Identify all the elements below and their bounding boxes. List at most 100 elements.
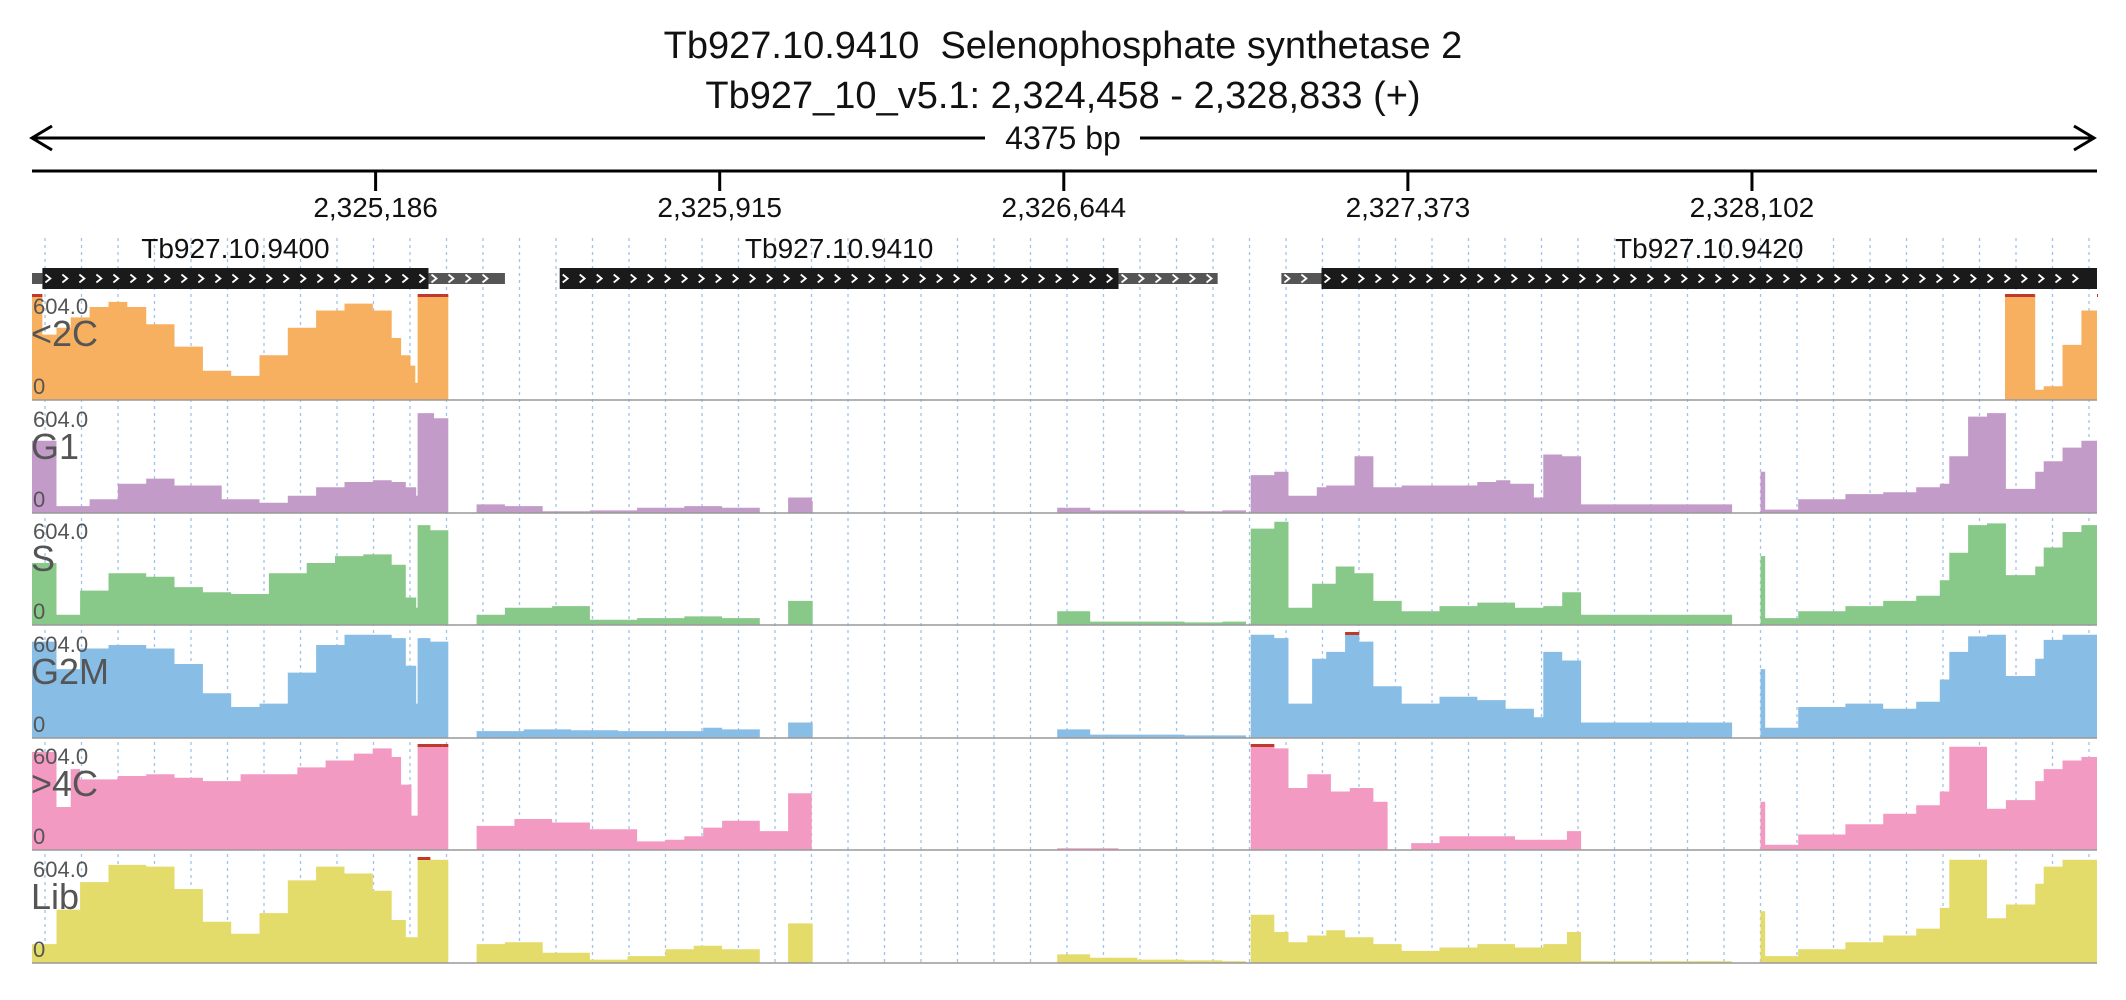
gene-Tb927.10.9400[interactable]: Tb927.10.9400 [32,233,505,289]
track-G1: 604.0 0 G1 [31,407,2097,514]
coverage-area [32,296,2097,400]
strand-chevron [1561,273,1569,284]
strand-chevron [1901,273,1909,284]
y-max-label: 604.0 [33,294,88,319]
strand-chevron [1408,273,1416,284]
strand-chevron [1205,273,1213,284]
strand-chevron [214,273,222,284]
strand-chevron [885,273,893,284]
y-min-label: 0 [33,937,45,962]
strand-chevron [1833,273,1841,284]
strand-chevron [316,273,324,284]
strand-chevron [1106,273,1114,284]
strand-chevron [1442,273,1450,284]
strand-chevron [630,273,638,284]
clip-marker [2097,294,2098,297]
strand-chevron [146,273,154,284]
strand-chevron [1986,273,1994,284]
strand-chevron [1969,273,1977,284]
strand-chevron [418,273,426,284]
strand-chevron [112,273,120,284]
y-min-label: 0 [33,599,45,624]
coverage-area [32,859,2097,963]
strand-chevron [834,273,842,284]
strand-chevron [647,273,655,284]
strand-chevron [1612,273,1620,284]
gene-Tb927.10.9410[interactable]: Tb927.10.9410 [559,233,1218,289]
x-tick-label: 2,326,644 [1002,192,1127,223]
track->4C: 604.0 0 >4C [31,744,2097,851]
strand-chevron [231,273,239,284]
strand-chevron [1188,273,1196,284]
strand-chevron [987,273,995,284]
strand-chevron [1850,273,1858,284]
strand-chevron [2003,273,2011,284]
strand-chevron [447,273,455,284]
strand-chevron [1137,273,1145,284]
chart-subtitle: Tb927_10_v5.1: 2,324,458 - 2,328,833 (+) [705,75,1420,117]
strand-chevron [1867,273,1875,284]
strand-chevron [1935,273,1943,284]
strand-chevron [868,273,876,284]
strand-chevron [180,273,188,284]
strand-chevron [1055,273,1063,284]
strand-chevron [562,273,570,284]
strand-chevron [749,273,757,284]
x-axis-ticks: 2,325,186 2,325,915 2,326,644 2,327,373 2,32… [313,171,1814,223]
y-max-label: 604.0 [33,744,88,769]
strand-chevron [2054,273,2062,284]
coverage-area [32,413,2097,513]
strand-chevron [197,273,205,284]
strand-chevron [936,273,944,284]
strand-chevron [1782,273,1790,284]
gene-utr [1118,273,1218,284]
strand-chevron [1884,273,1892,284]
x-tick-label: 2,325,186 [313,192,438,223]
gene-utr [1281,273,1322,284]
strand-chevron [953,273,961,284]
strand-chevron [919,273,927,284]
strand-chevron [1357,273,1365,284]
gene-cds [1321,268,2097,289]
strand-chevron [1918,273,1926,284]
strand-chevron [1004,273,1012,284]
strand-chevron [1425,273,1433,284]
gene-label: Tb927.10.9410 [745,233,933,264]
strand-chevron [1300,273,1308,284]
strand-chevron [1697,273,1705,284]
strand-chevron [1072,273,1080,284]
y-max-label: 604.0 [33,407,88,432]
strand-chevron [282,273,290,284]
strand-chevron [248,273,256,284]
y-min-label: 0 [33,487,45,512]
track-<2C: 604.0 0 <2C [31,294,2098,401]
gene-Tb927.10.9420[interactable]: Tb927.10.9420 [1281,233,2097,289]
strand-chevron [613,273,621,284]
strand-chevron [1748,273,1756,284]
strand-chevron [1765,273,1773,284]
strand-chevron [1120,273,1128,284]
strand-chevron [817,273,825,284]
strand-chevron [1799,273,1807,284]
strand-chevron [1578,273,1586,284]
strand-chevron [1476,273,1484,284]
strand-chevron [1038,273,1046,284]
track-G2M: 604.0 0 G2M [31,632,2097,739]
strand-chevron [1527,273,1535,284]
strand-chevron [1171,273,1179,284]
strand-chevron [698,273,706,284]
strand-chevron [902,273,910,284]
strand-chevron [333,273,341,284]
strand-chevron [1510,273,1518,284]
strand-chevron [800,273,808,284]
strand-chevron [579,273,587,284]
strand-chevron [1374,273,1382,284]
gene-label: Tb927.10.9400 [141,233,329,264]
strand-chevron [1323,273,1331,284]
strand-chevron [766,273,774,284]
gene-utr [428,273,505,284]
strand-chevron [464,273,472,284]
strand-chevron [851,273,859,284]
chart-title: Tb927.10.9410 Selenophosphate synthetase… [664,25,1463,67]
